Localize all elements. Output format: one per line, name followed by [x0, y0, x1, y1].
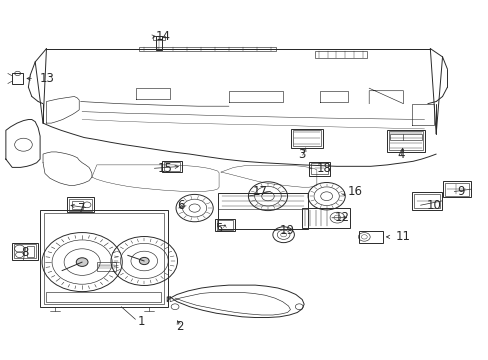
Bar	[302, 208, 349, 228]
Text: 8: 8	[21, 246, 29, 259]
Bar	[27, 246, 34, 257]
Bar	[14, 244, 36, 258]
Bar	[139, 47, 276, 51]
Bar	[359, 231, 382, 243]
Bar	[411, 192, 441, 210]
Text: 9: 9	[456, 185, 464, 198]
Text: 15: 15	[157, 162, 172, 175]
Bar	[67, 197, 94, 212]
Text: 12: 12	[334, 211, 349, 224]
Bar	[97, 262, 116, 271]
Circle shape	[76, 258, 88, 266]
Text: 16: 16	[347, 185, 363, 198]
Bar	[315, 51, 366, 58]
Bar	[12, 73, 23, 84]
Bar	[155, 36, 162, 50]
Bar	[162, 161, 182, 172]
Bar	[217, 220, 232, 230]
Bar	[386, 130, 425, 152]
Text: 1: 1	[138, 315, 145, 328]
Text: 18: 18	[316, 162, 331, 175]
Bar	[389, 134, 422, 140]
Text: 11: 11	[395, 230, 410, 243]
Text: 14: 14	[155, 30, 170, 43]
Bar	[12, 243, 38, 260]
Bar	[163, 162, 180, 171]
Bar	[217, 193, 307, 229]
Bar	[69, 199, 92, 211]
Text: 4: 4	[396, 148, 404, 161]
Circle shape	[139, 257, 149, 265]
Bar	[292, 130, 320, 146]
Text: 17: 17	[252, 185, 267, 198]
Bar	[308, 162, 329, 176]
Text: 19: 19	[279, 224, 294, 237]
Bar	[444, 183, 468, 196]
Bar	[44, 213, 164, 304]
Text: 7: 7	[78, 202, 85, 215]
Bar	[290, 129, 322, 148]
Text: 6: 6	[177, 199, 184, 212]
Text: 13: 13	[40, 72, 55, 85]
Bar	[413, 194, 439, 208]
Text: 2: 2	[176, 320, 183, 333]
Bar	[46, 292, 161, 302]
Bar	[310, 163, 327, 174]
Text: 10: 10	[426, 199, 440, 212]
Bar	[388, 131, 423, 150]
Text: 3: 3	[297, 148, 305, 161]
Bar	[442, 181, 470, 197]
Bar	[72, 201, 83, 209]
Bar	[40, 210, 168, 307]
Bar	[152, 36, 165, 40]
Bar	[215, 219, 234, 231]
Text: 5: 5	[215, 222, 223, 235]
